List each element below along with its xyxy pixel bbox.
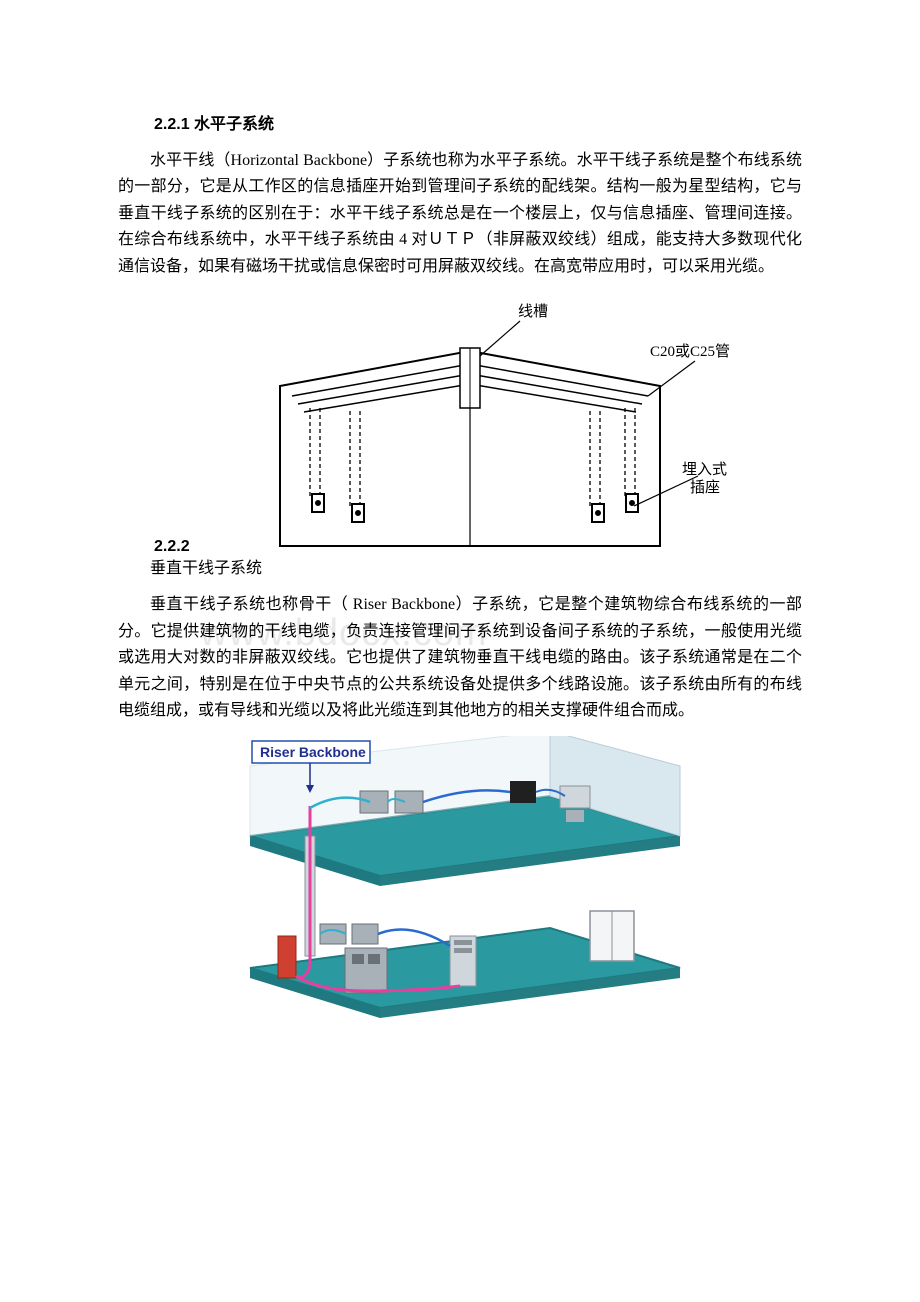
figure-horizontal-subsystem: 线槽 C20或C25管 埋入式 插座 [220, 296, 730, 556]
paragraph-222: 垂直干线子系统也称骨干（ Riser Backbone）子系统，它是整个建筑物综… [118, 592, 802, 724]
label-outlet-2: 插座 [690, 479, 720, 496]
label-conduit: C20或C25管 [650, 343, 730, 360]
label-outlet-1: 埋入式 [682, 461, 727, 478]
heading-221: 2.2.1 水平子系统 [154, 110, 802, 134]
paragraph-221: 水平干线（Horizontal Backbone）子系统也称为水平子系统。水平干… [118, 148, 802, 280]
label-riser-backbone: Riser Backbone [260, 744, 366, 760]
label-trunking: 线槽 [518, 303, 548, 320]
row-222-heading: 2.2.2 [118, 284, 802, 556]
figure-riser-backbone: Riser Backbone [210, 736, 710, 1026]
heading-222-number: 2.2.2 [154, 538, 190, 556]
subtitle-222: 垂直干线子系统 [118, 556, 802, 582]
page-content: 2.2.1 水平子系统 水平干线（Horizontal Backbone）子系统… [118, 110, 802, 1026]
